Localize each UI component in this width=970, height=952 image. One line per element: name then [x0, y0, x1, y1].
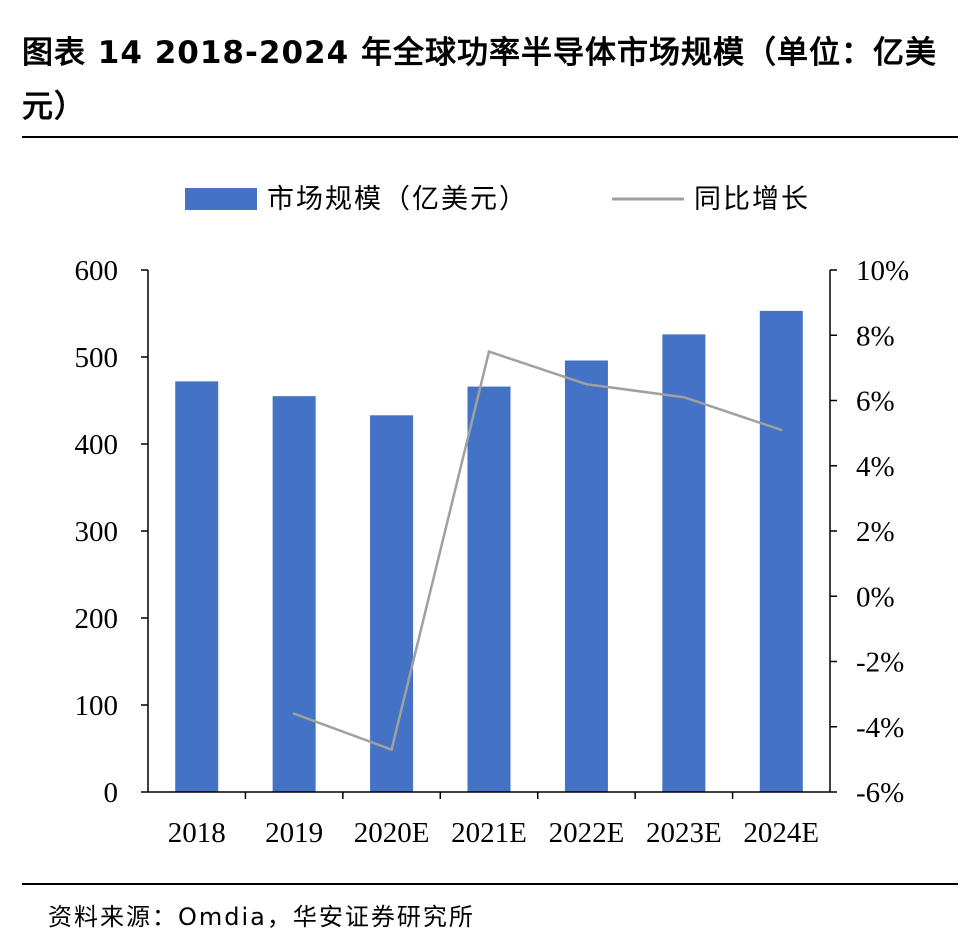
growth-point-2020E: [390, 748, 393, 751]
right-tick-label: 10%: [856, 255, 909, 287]
bar-2020E: [370, 415, 414, 792]
legend-bar-label: 市场规模（亿美元）: [267, 184, 528, 215]
x-tick-label-2024E: 2024E: [743, 817, 819, 849]
bar-2023E: [662, 334, 706, 792]
left-tick-label: 500: [75, 342, 119, 374]
x-tick-label-2022E: 2022E: [549, 817, 625, 849]
growth-point-2023E: [682, 395, 686, 399]
growth-point-2021E: [487, 350, 491, 353]
legend-bar-swatch: [185, 188, 257, 210]
legend-line-label: 同比增长: [694, 184, 810, 215]
bar-2021E: [467, 386, 511, 792]
x-tick-label-2023E: 2023E: [646, 817, 722, 849]
right-tick-label: 0%: [856, 581, 895, 613]
source-note: 资料来源：Omdia，华安证券研究所: [48, 903, 475, 931]
right-tick-label: -2%: [856, 647, 904, 679]
left-tick-label: 0: [104, 777, 119, 809]
title-divider: [22, 136, 958, 138]
right-tick-label: -6%: [856, 777, 904, 809]
x-tick-label-2020E: 2020E: [354, 817, 430, 849]
legend: 市场规模（亿美元） 同比增长: [185, 184, 810, 215]
right-tick-label: 8%: [856, 320, 895, 352]
left-tick-label: 400: [75, 429, 119, 461]
left-tick-label: 100: [75, 690, 119, 722]
plot-area: 0 100 200 300 400 500 600 -6% -4% -2% 0% 2% 4% 6% 8% 10…: [75, 255, 910, 849]
x-tick-label-2019: 2019: [265, 817, 323, 849]
x-tick-label-2018: 2018: [168, 817, 226, 849]
left-tick-label: 600: [75, 255, 119, 287]
right-tick-label: -4%: [856, 712, 904, 744]
bar-2024E: [759, 310, 803, 792]
left-tick-label: 200: [75, 603, 119, 635]
growth-line: [293, 349, 782, 752]
bar-2019: [272, 396, 316, 792]
chart-title: 图表 14 2018-2024 年全球功率半导体市场规模（单位：亿美元）: [22, 35, 937, 125]
right-tick-label: 6%: [856, 386, 895, 418]
growth-point-2022E: [585, 382, 588, 386]
bar-2018: [175, 381, 219, 792]
source-divider: [22, 883, 958, 885]
bar-2022E: [564, 360, 608, 792]
right-tick-label: 4%: [856, 451, 895, 483]
growth-point-2019: [292, 712, 296, 715]
chart: 市场规模（亿美元） 同比增长 0 100 200 300 400 500 600 -6% -4%…: [75, 184, 910, 849]
right-tick-label: 2%: [856, 516, 895, 548]
x-tick-label-2021E: 2021E: [451, 817, 527, 849]
left-tick-label: 300: [75, 516, 119, 548]
growth-point-2024E: [779, 428, 783, 432]
